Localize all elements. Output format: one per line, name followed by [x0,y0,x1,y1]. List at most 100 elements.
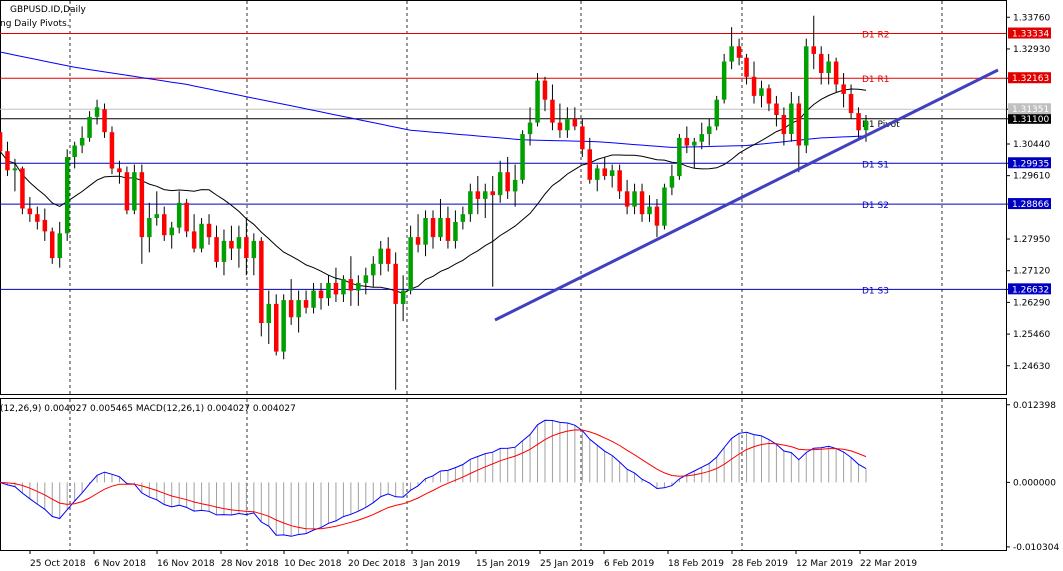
bearish-candle-body [214,237,219,262]
bearish-candle-body [505,172,510,192]
bullish-candle-body [707,126,712,134]
bearish-candle-body [348,279,354,291]
candle [804,38,809,154]
bullish-candle-body [677,137,682,177]
current-price-tag-label: 1.31351 [1012,105,1049,115]
bullish-candle-body [535,80,540,123]
bearish-candle-body [557,122,563,131]
time-tick-label: 6 Feb 2019 [604,559,655,569]
bullish-candle-body [176,202,182,228]
pivot-price-tag-label: 1.28866 [1012,200,1049,210]
bullish-candle-body [65,157,70,234]
pivot-label: D1 S3 [862,286,889,296]
macd-tick-label: 0.012398 [1013,401,1056,411]
bullish-candle-body [356,282,361,291]
current-price-tag [1008,103,1051,115]
candle [624,179,630,215]
candle [117,160,122,184]
candle [565,107,570,138]
candle [199,218,204,253]
bearish-candle-body [50,231,55,259]
bearish-candle-body [0,132,3,152]
pivot-price-tag-label: 1.29935 [1012,159,1049,169]
chart-symbol-title: GBPUSD.ID,Daily [10,5,87,15]
bullish-candle-body [236,237,242,249]
candle [512,164,518,207]
candle [781,107,787,146]
bullish-candle-body [714,99,719,127]
candle [774,95,779,127]
grid-lines [69,1,943,550]
candle [408,225,413,295]
price-tick-label: 1.26290 [1013,298,1050,308]
candle [796,95,802,173]
time-tick-label: 6 Nov 2018 [94,559,146,569]
bullish-candle-body [281,300,286,352]
bullish-candle-body [692,141,697,146]
candle [692,137,697,169]
bullish-candle-body [460,214,466,222]
pivot-lines: D1 R2 D1 R1 D1 Pivot D1 S1 D1 S2 D1 S3 [0,31,1006,296]
candle [20,166,25,215]
bearish-candle-body [475,191,481,199]
pivot-price-tag [1008,112,1051,124]
bullish-candle-body [804,46,809,146]
candle [826,53,831,85]
pivot-price-tag [1008,72,1051,84]
candle [371,256,376,287]
bearish-candle-body [333,282,339,295]
candle [475,176,481,215]
bearish-candle-body [5,151,10,171]
bearish-candle-body [415,237,421,245]
pivot-label: D1 Pivot [862,120,900,130]
candle [759,80,764,108]
candle [662,183,667,230]
bullish-candle-body [147,218,152,238]
candle [341,275,346,303]
bullish-candle-body [483,191,488,199]
candle [490,176,495,287]
bearish-candle-body [288,300,294,318]
candle [520,130,525,184]
candle [736,38,742,66]
bearish-candle-body [229,240,234,249]
pivot-label: D1 R1 [862,75,890,85]
bullish-candle-body [326,282,331,299]
bearish-candle-body [736,46,742,58]
candle [400,275,406,322]
bearish-candle-body [833,61,839,85]
price-tick-label: 1.33760 [1013,13,1050,23]
bearish-candle-body [191,231,197,249]
candle [535,72,540,127]
bullish-candle-body [199,223,204,249]
bearish-candle-body [430,218,436,238]
bullish-candle-body [169,227,174,236]
pivot-label: D1 S2 [862,201,889,211]
time-tick-label: 16 Nov 2018 [157,559,215,569]
macd-label: (12,26,9) 0.004027 0.005465 MACD(12,26,1… [0,404,296,414]
bullish-candle-body [729,46,734,62]
candle [677,134,682,180]
bearish-candle-body [751,76,757,96]
signal-line [0,429,867,530]
bullish-candle-body [468,191,473,215]
candle [236,225,242,268]
time-tick-label: 10 Dec 2018 [284,559,342,569]
macd-line [0,419,867,537]
pivot-price-tag-label: 1.31100 [1012,115,1049,125]
candle [356,275,361,306]
candle [721,53,727,104]
candle [580,118,585,157]
bearish-candle-body [318,290,324,299]
bearish-candle-body [580,126,585,150]
candle [811,15,816,70]
candle [744,53,749,85]
candle [647,195,652,222]
bearish-candle-body [393,263,398,304]
bullish-candle-body [132,172,137,211]
candle [50,227,55,264]
candle [684,126,690,154]
bullish-candle-body [94,107,100,117]
candle [169,221,174,249]
candle [326,275,331,306]
